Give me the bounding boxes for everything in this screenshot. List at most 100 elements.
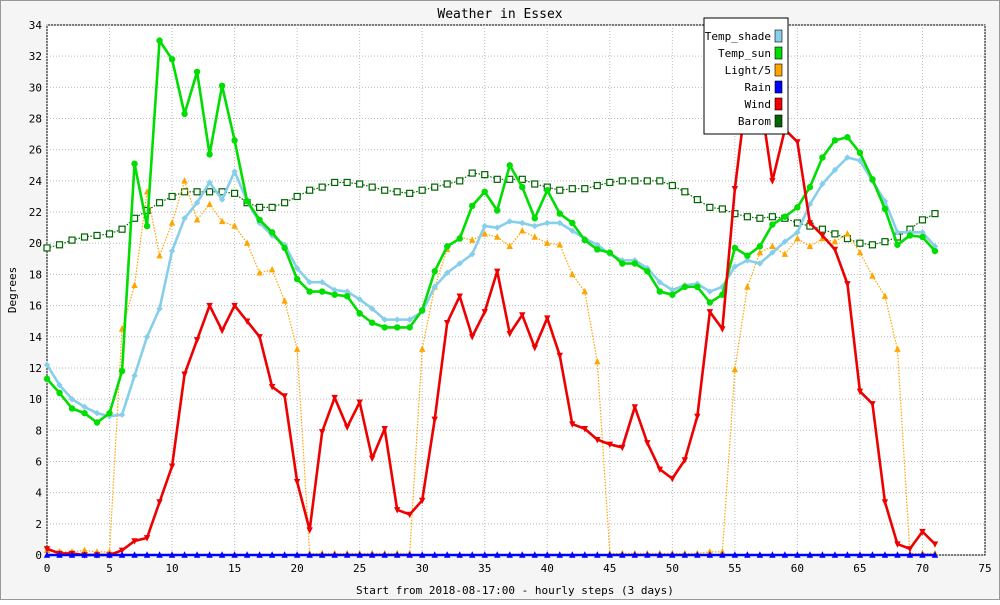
data-point-light-5 <box>881 292 889 299</box>
data-point-wind <box>794 139 801 146</box>
data-point-temp-sun <box>356 310 363 317</box>
data-point-temp-sun <box>544 187 551 194</box>
data-point-light-5 <box>569 270 576 278</box>
data-point-wind <box>906 546 914 553</box>
data-point-rain <box>619 551 626 558</box>
data-point-temp-shade <box>769 249 776 256</box>
data-point-temp-sun <box>393 324 401 331</box>
data-point-temp-shade <box>156 305 163 312</box>
data-point-rain <box>931 551 939 558</box>
data-point-rain <box>569 551 576 558</box>
data-point-temp-shade <box>306 279 313 286</box>
data-point-temp-sun <box>594 246 601 253</box>
data-point-temp-shade <box>318 279 326 286</box>
data-point-temp-shade <box>519 219 526 227</box>
data-point-light-5 <box>894 345 901 352</box>
data-point-temp-shade <box>794 229 801 236</box>
data-point-rain <box>656 551 664 558</box>
data-point-temp-sun <box>694 283 701 291</box>
data-point-wind <box>519 312 526 319</box>
data-point-rain <box>919 551 926 558</box>
data-point-temp-shade <box>819 180 826 188</box>
data-point-temp-sun <box>619 260 626 267</box>
data-point-wind <box>218 327 226 335</box>
legend-label-temp-sun: Temp_sun <box>718 47 771 60</box>
data-point-light-5 <box>519 227 526 234</box>
data-point-rain <box>844 551 851 558</box>
x-tick-label: 25 <box>353 562 366 575</box>
data-point-barom <box>718 205 726 213</box>
data-point-barom <box>268 203 276 211</box>
data-point-temp-shade <box>931 243 939 250</box>
data-point-wind <box>431 416 438 424</box>
data-point-temp-sun <box>831 137 839 144</box>
data-point-wind <box>356 399 363 406</box>
data-point-rain <box>669 551 676 558</box>
data-point-temp-sun <box>681 283 689 291</box>
data-point-barom <box>180 188 189 196</box>
data-point-rain <box>906 551 914 558</box>
data-point-light-5 <box>243 239 251 246</box>
data-point-temp-shade <box>706 288 714 295</box>
data-point-barom <box>931 210 939 218</box>
data-point-barom <box>318 183 326 191</box>
y-tick-label: 16 <box>29 300 42 313</box>
data-point-wind <box>231 302 238 310</box>
data-point-barom <box>256 203 264 211</box>
data-point-rain <box>193 551 201 558</box>
data-point-rain <box>469 551 476 558</box>
data-point-temp-sun <box>231 137 238 144</box>
data-point-temp-sun <box>531 215 538 222</box>
data-point-temp-shade <box>143 333 151 340</box>
data-point-rain <box>356 551 363 558</box>
data-point-light-5 <box>168 219 176 226</box>
data-point-barom <box>43 244 51 252</box>
data-point-rain <box>306 551 313 558</box>
data-point-barom <box>93 231 101 240</box>
y-tick-label: 14 <box>29 331 43 344</box>
y-tick-label: 10 <box>29 393 42 406</box>
data-point-wind <box>631 404 639 411</box>
x-tick-label: 70 <box>916 562 929 575</box>
data-point-rain <box>769 551 776 558</box>
data-point-light-5 <box>506 242 513 250</box>
data-point-temp-shade <box>56 381 63 389</box>
data-point-wind <box>556 352 563 360</box>
x-tick-label: 40 <box>541 562 554 575</box>
x-axis-label: Start from 2018-08-17:00 - hourly steps … <box>356 584 674 597</box>
series-temp-sun <box>43 37 939 426</box>
data-point-temp-sun <box>156 37 163 44</box>
data-point-temp-sun <box>906 232 914 239</box>
data-point-wind <box>719 326 726 333</box>
data-point-rain <box>519 551 526 558</box>
data-point-rain <box>456 551 463 558</box>
data-point-wind <box>806 220 814 227</box>
data-point-barom <box>205 188 214 196</box>
x-tick-label: 0 <box>44 562 51 575</box>
data-point-wind <box>193 337 201 344</box>
x-tick-label: 50 <box>666 562 679 575</box>
data-point-barom <box>556 186 564 194</box>
data-point-temp-shade <box>81 403 88 411</box>
legend-label-barom: Barom <box>738 115 771 128</box>
data-point-wind <box>694 413 701 420</box>
data-point-rain <box>406 551 413 558</box>
data-point-rain <box>168 551 176 558</box>
data-point-temp-sun <box>381 324 388 331</box>
data-point-wind <box>606 441 613 449</box>
data-point-rain <box>631 551 639 558</box>
data-point-rain <box>706 551 714 558</box>
data-point-temp-shade <box>894 229 901 236</box>
data-point-wind <box>506 330 513 338</box>
data-point-wind <box>731 185 739 193</box>
data-point-barom <box>693 195 701 204</box>
data-point-rain <box>606 551 613 558</box>
data-point-light-5 <box>744 283 751 290</box>
data-point-temp-sun <box>844 134 851 141</box>
data-point-temp-sun <box>731 244 739 252</box>
data-point-wind <box>306 527 313 534</box>
data-point-temp-sun <box>869 176 876 183</box>
chart-title: Weather in Essex <box>437 7 562 22</box>
data-point-barom <box>356 180 364 188</box>
